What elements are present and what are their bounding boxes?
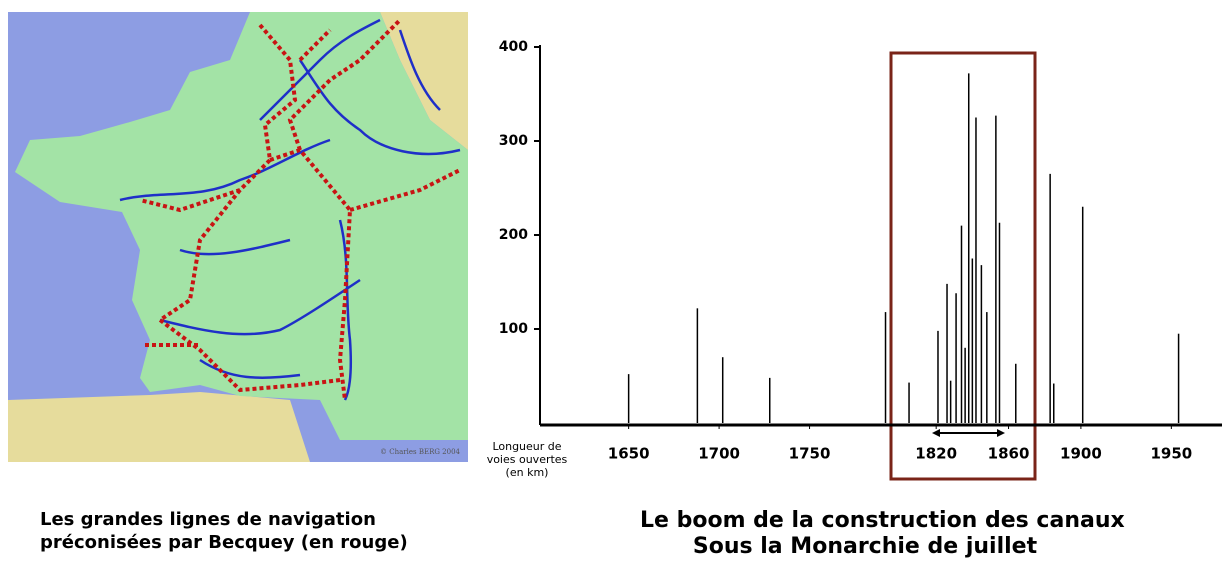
caption-line: préconisées par Becquey (en rouge) bbox=[40, 532, 408, 553]
map-credit: © Charles BERG 2004 bbox=[380, 448, 461, 456]
map-caption: Les grandes lignes de navigation préconi… bbox=[40, 508, 408, 554]
y-tick-label: 100 bbox=[499, 321, 528, 337]
map: © Charles BERG 2004 bbox=[8, 12, 468, 462]
rivers bbox=[119, 18, 461, 401]
arrow-head bbox=[997, 429, 1005, 437]
spain bbox=[8, 392, 310, 462]
y-tick-label: 200 bbox=[499, 227, 528, 243]
x-tick-label: 1950 bbox=[1150, 445, 1192, 463]
y-tick-label: 400 bbox=[499, 39, 528, 55]
chart-caption: Le boom de la construction des canaux So… bbox=[640, 508, 1125, 560]
highlight-box bbox=[889, 51, 1037, 481]
caption-line: Les grandes lignes de navigation bbox=[40, 509, 376, 530]
neighbour bbox=[380, 12, 468, 150]
x-tick-label: 1860 bbox=[988, 445, 1030, 463]
france bbox=[15, 12, 468, 440]
x-tick-label: 1820 bbox=[915, 445, 957, 463]
y-axis-label: Longueur de voies ouvertes (en km) bbox=[486, 440, 568, 479]
arrow-head bbox=[932, 429, 940, 437]
x-tick-label: 1650 bbox=[608, 445, 650, 463]
caption-line: Sous la Monarchie de juillet bbox=[692, 534, 1038, 559]
x-tick-label: 1750 bbox=[789, 445, 831, 463]
y-tick-label: 300 bbox=[499, 133, 528, 149]
becquey-lines bbox=[139, 18, 461, 401]
x-tick-label: 1700 bbox=[698, 445, 740, 463]
x-tick-label: 1900 bbox=[1060, 445, 1102, 463]
caption-line: Le boom de la construction des canaux bbox=[640, 508, 1125, 533]
